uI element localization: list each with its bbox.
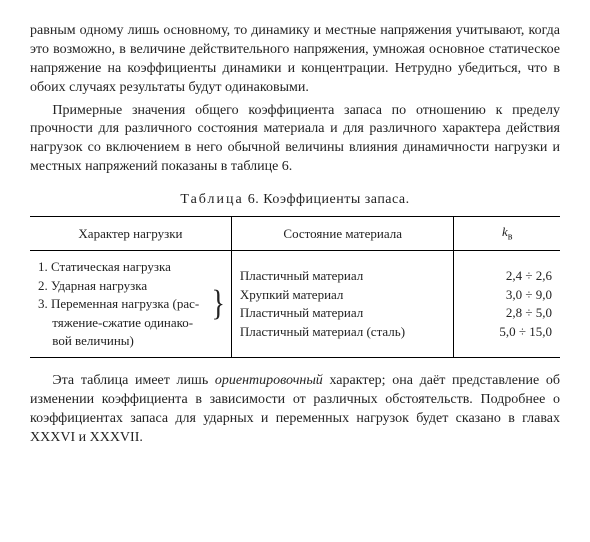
material-3: Пластичный материал (240, 304, 446, 322)
cell-k: 2,4 ÷ 2,6 3,0 ÷ 9,0 2,8 ÷ 5,0 5,0 ÷ 15,0 (454, 251, 560, 358)
brace-icon: } (209, 289, 228, 318)
table-header-row: Характер нагрузки Состояние материала kв (30, 217, 560, 251)
material-4: Пластичный материал (сталь) (240, 323, 446, 341)
paragraph-3: Эта таблица имеет лишь ориентировочный х… (30, 372, 560, 448)
p3-emphasis: ориентировочный (215, 373, 323, 388)
header-load: Характер нагрузки (30, 217, 231, 251)
header-k: kв (454, 217, 560, 251)
load-row-3b: тяжение-сжатие одинако- (38, 314, 209, 332)
p3-part-a: Эта таблица имеет лишь (52, 373, 215, 388)
load-row-1: 1. Статическая нагрузка (38, 258, 209, 276)
header-material: Состояние материала (231, 217, 454, 251)
load-row-3a: 3. Переменная нагрузка (рас- (38, 295, 209, 313)
k-subscript: в (508, 232, 513, 243)
paragraph-1: равным одному лишь основному, то динамик… (30, 22, 560, 98)
cell-load: 1. Статическая нагрузка 2. Ударная нагру… (30, 251, 231, 358)
table-caption: Таблица 6. Коэффициенты запаса. (30, 191, 560, 210)
material-2: Хрупкий материал (240, 286, 446, 304)
caption-rest: 6. Коэффициенты запаса. (244, 192, 410, 207)
caption-word: Таблица (180, 192, 243, 207)
k-value-3: 2,8 ÷ 5,0 (462, 304, 552, 322)
table-body-row: 1. Статическая нагрузка 2. Ударная нагру… (30, 251, 560, 358)
material-1: Пластичный материал (240, 267, 446, 285)
paragraph-2: Примерные значения общего коэффициента з… (30, 102, 560, 178)
k-value-4: 5,0 ÷ 15,0 (462, 323, 552, 341)
load-row-3c: вой величины) (38, 332, 209, 350)
k-value-2: 3,0 ÷ 9,0 (462, 286, 552, 304)
coefficients-table: Характер нагрузки Состояние материала kв… (30, 216, 560, 358)
cell-material: Пластичный материал Хрупкий материал Пла… (231, 251, 454, 358)
k-value-1: 2,4 ÷ 2,6 (462, 267, 552, 285)
load-row-2: 2. Ударная нагрузка (38, 277, 209, 295)
